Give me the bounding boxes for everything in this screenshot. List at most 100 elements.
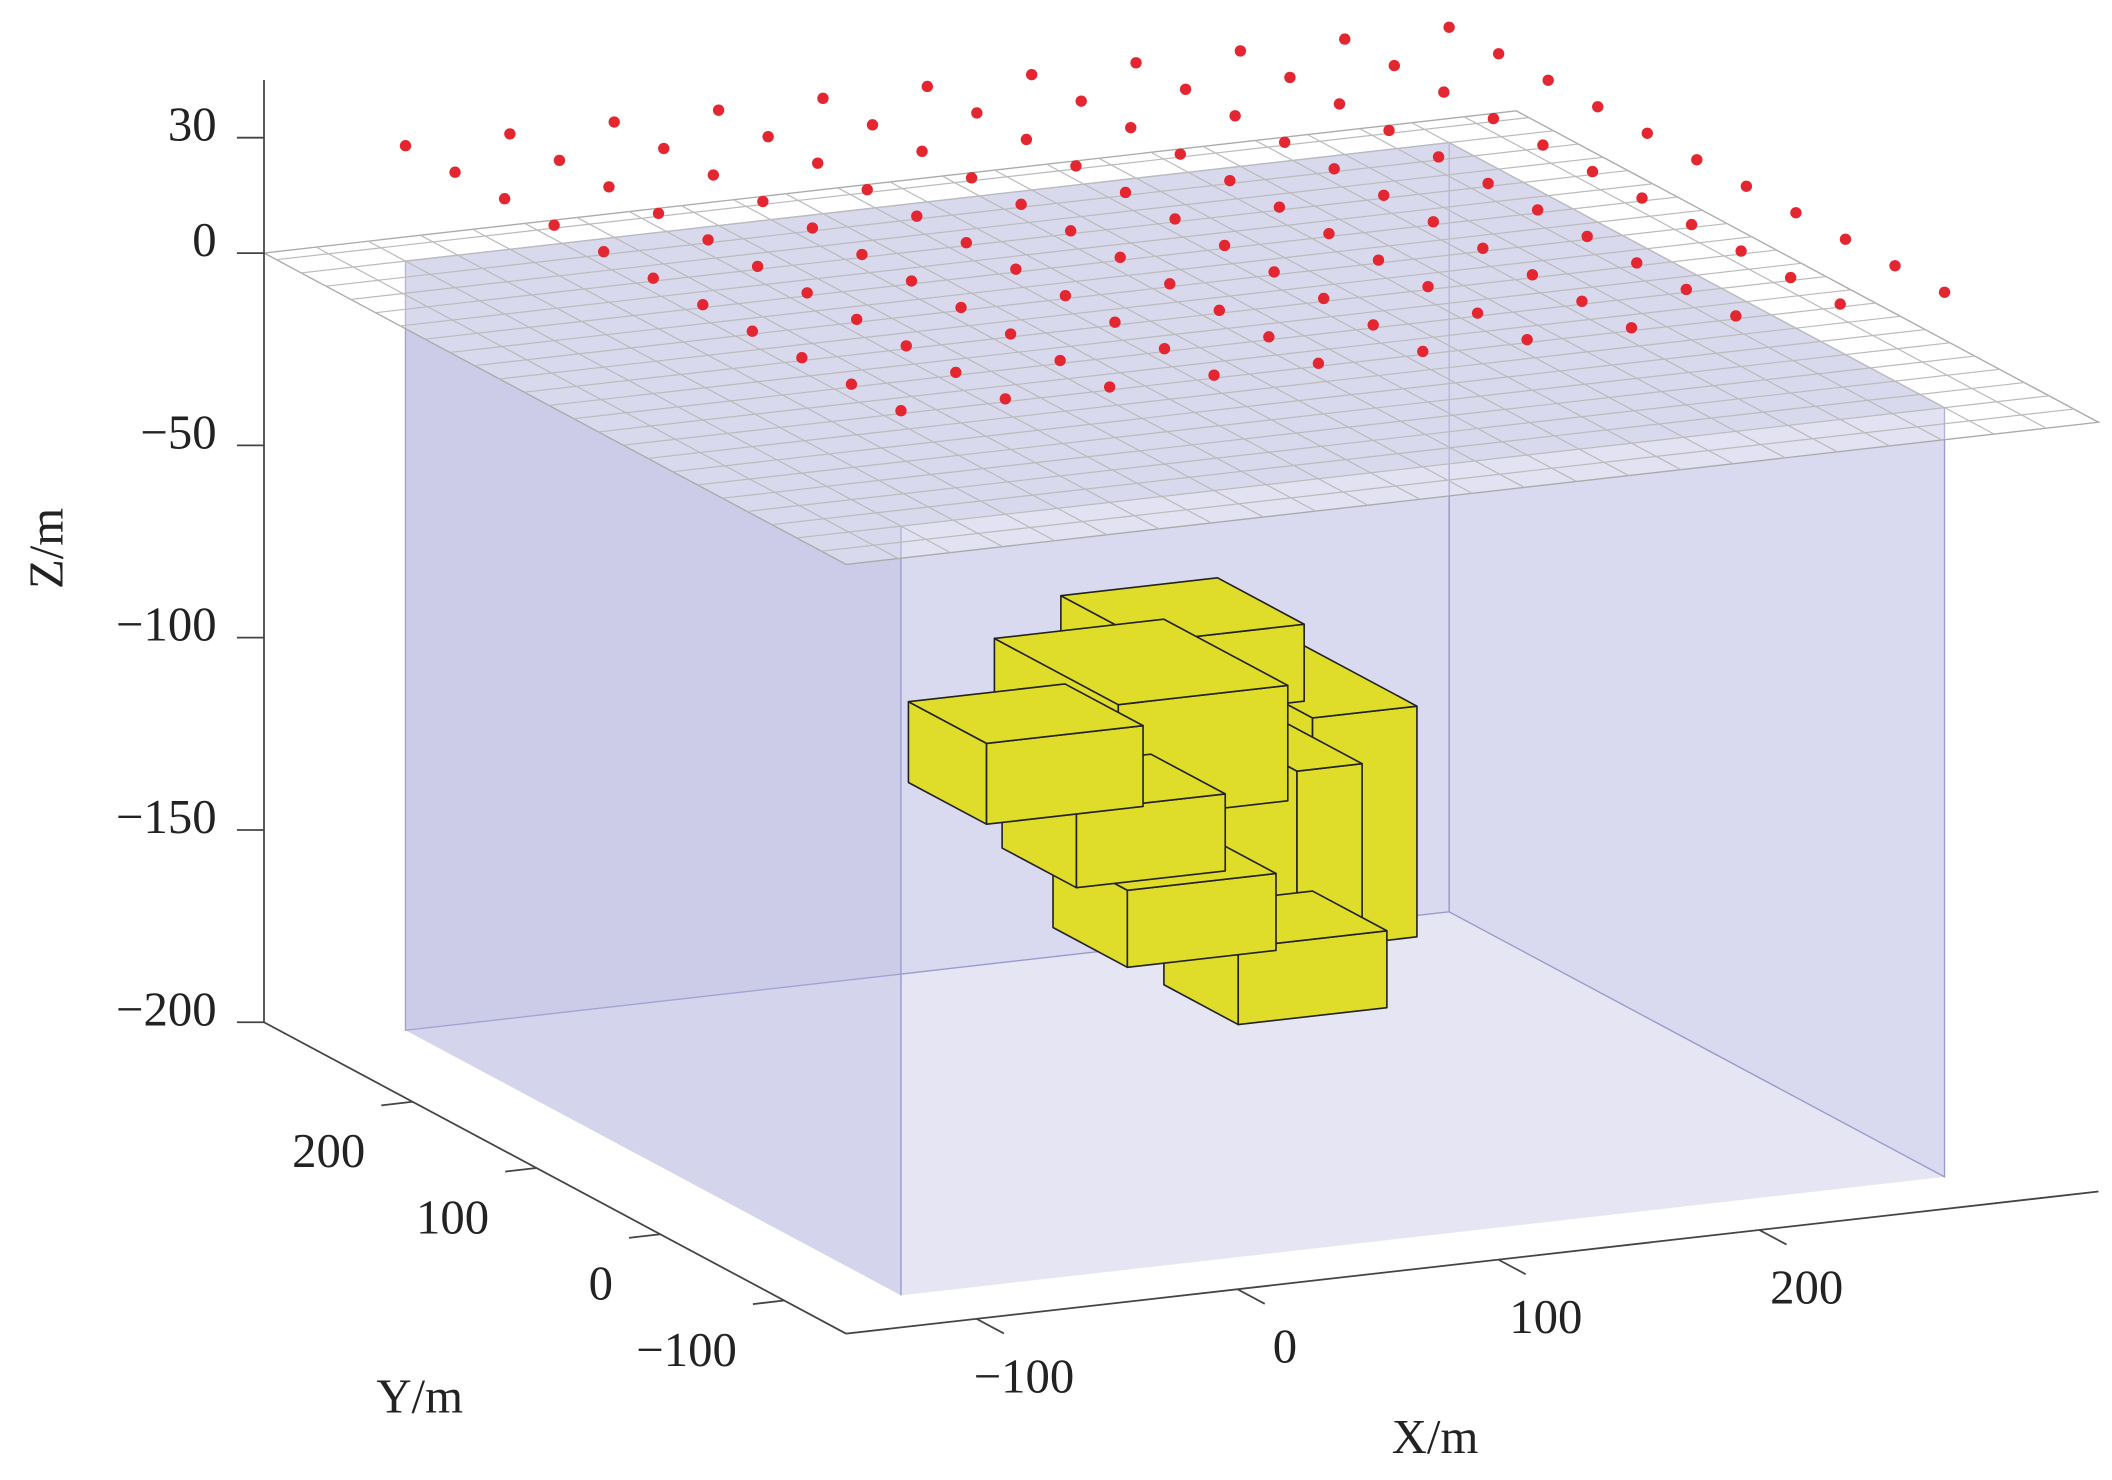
y-tick-label: 0: [589, 1257, 613, 1311]
station: [1432, 151, 1445, 163]
x-tick: [1497, 1258, 1527, 1275]
station: [1323, 227, 1335, 240]
station: [1109, 316, 1121, 328]
mesh-line: [474, 222, 1727, 367]
station: [702, 234, 714, 246]
mesh-line: [375, 169, 1628, 314]
z-tick-label: 30: [168, 98, 217, 152]
x-tick: [1758, 1229, 1787, 1246]
axes: −200 −150 −100 −50 0 30 −100 0 100 200 −100 0 100 200: [116, 80, 2099, 1403]
station: [449, 166, 461, 178]
station: [1059, 290, 1072, 302]
station: [1114, 251, 1126, 264]
mesh-line: [524, 222, 1108, 536]
station: [1174, 148, 1186, 160]
block: [907, 683, 1144, 826]
x-tick: [976, 1318, 1005, 1335]
station: [960, 236, 973, 249]
station: [598, 246, 610, 258]
station: [950, 366, 962, 379]
station: [1839, 233, 1852, 245]
mesh-line: [942, 175, 1525, 488]
mesh-line: [325, 143, 1579, 287]
mesh-line: [733, 199, 1317, 512]
mesh-line: [1307, 134, 1891, 447]
mesh-line: [628, 211, 1212, 524]
station: [1691, 154, 1703, 166]
mesh-line: [1411, 122, 1995, 435]
surface-mesh: [261, 110, 2101, 566]
station: [1680, 283, 1692, 296]
station: [553, 154, 566, 167]
domain-left-wall: [405, 261, 901, 1296]
station: [757, 195, 769, 208]
station: [1025, 68, 1038, 81]
mesh-line: [1359, 128, 1943, 441]
station: [861, 183, 873, 196]
z-tick-label: −150: [116, 790, 217, 844]
station: [1592, 101, 1604, 113]
station: [1075, 95, 1087, 107]
station: [504, 128, 516, 140]
station: [1586, 165, 1599, 178]
y-tick: [381, 1100, 413, 1107]
station: [608, 116, 620, 128]
mesh-line: [746, 368, 2000, 513]
station: [856, 248, 868, 261]
x-tick-label: 0: [1273, 1320, 1297, 1374]
station: [1427, 216, 1439, 228]
mesh-line: [1202, 145, 1786, 459]
station: [911, 210, 923, 222]
station: [1636, 192, 1648, 204]
station: [811, 157, 824, 169]
station: [905, 275, 918, 287]
mesh-line: [276, 116, 1529, 261]
station: [895, 405, 907, 417]
mesh-line: [573, 275, 1827, 420]
station: [1487, 112, 1500, 125]
x-tick-label: −100: [974, 1349, 1075, 1403]
station: [806, 222, 819, 234]
y-tick-label: 100: [416, 1190, 489, 1244]
station: [1070, 160, 1082, 172]
y-tick: [628, 1233, 661, 1239]
station: [1317, 292, 1330, 305]
station: [916, 145, 928, 158]
mesh-line: [623, 302, 1876, 446]
station: [1054, 354, 1066, 367]
station: [965, 172, 978, 184]
mesh-line: [524, 249, 1777, 393]
mesh-line: [785, 193, 1369, 506]
mesh-line: [350, 156, 1604, 301]
station: [1064, 225, 1077, 237]
station: [1735, 245, 1747, 257]
station: [1641, 127, 1653, 139]
station: [1169, 213, 1181, 225]
station: [1164, 278, 1176, 290]
mesh-line: [1098, 157, 1682, 471]
mesh-line: [821, 408, 2074, 552]
station: [1278, 136, 1291, 148]
station: [1213, 304, 1225, 317]
x-tick-label: 100: [1509, 1290, 1582, 1344]
station: [1526, 269, 1539, 281]
station: [1224, 174, 1236, 187]
station: [1443, 21, 1455, 33]
station: [1010, 263, 1022, 275]
station: [1471, 307, 1484, 319]
block-top-face: [993, 618, 1289, 706]
station: [1208, 369, 1220, 381]
station: [658, 142, 670, 155]
station: [1388, 59, 1400, 72]
axis-line: [846, 1190, 2099, 1335]
mesh-line: [315, 246, 899, 560]
mesh-line: [681, 205, 1264, 518]
y-tick-label: 200: [292, 1124, 365, 1178]
mesh-line: [472, 228, 1056, 542]
station: [1492, 48, 1505, 60]
domain-floor: [405, 911, 1945, 1296]
station: [1372, 254, 1385, 266]
station: [548, 219, 560, 231]
mesh-line: [449, 209, 1703, 354]
